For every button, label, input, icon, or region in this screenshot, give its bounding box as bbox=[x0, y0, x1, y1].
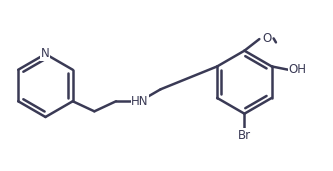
Text: N: N bbox=[41, 48, 50, 61]
Text: HN: HN bbox=[131, 95, 149, 108]
Text: OH: OH bbox=[289, 63, 307, 76]
Text: Br: Br bbox=[238, 129, 251, 142]
Text: O: O bbox=[262, 32, 271, 45]
